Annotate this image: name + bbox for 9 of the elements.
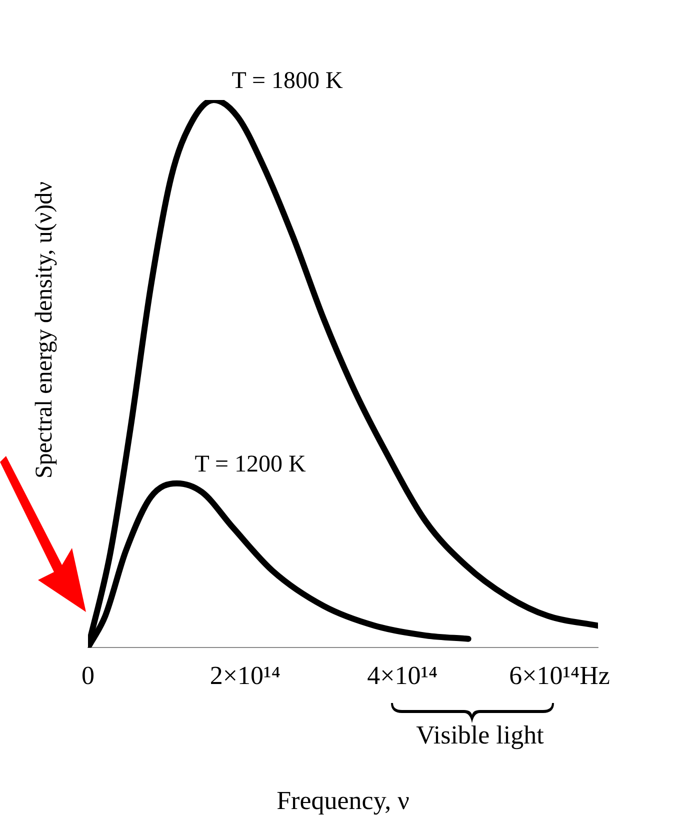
x-tick-label: 0 [82,661,94,690]
x-tick-label: 4×10¹⁴ [367,661,438,690]
text: Visible light [416,720,545,750]
x-axis-title: Frequency, ν [276,786,410,816]
series-label: T = 1800 K [232,68,344,94]
series-label: T = 1200 K [194,451,307,478]
x-tick-label: 6×10¹⁴Hz [509,661,610,690]
x-tick-label: 2×10¹⁴ [210,661,280,690]
y-axis-title: Spectral energy density, u(ν)dν [31,181,58,478]
